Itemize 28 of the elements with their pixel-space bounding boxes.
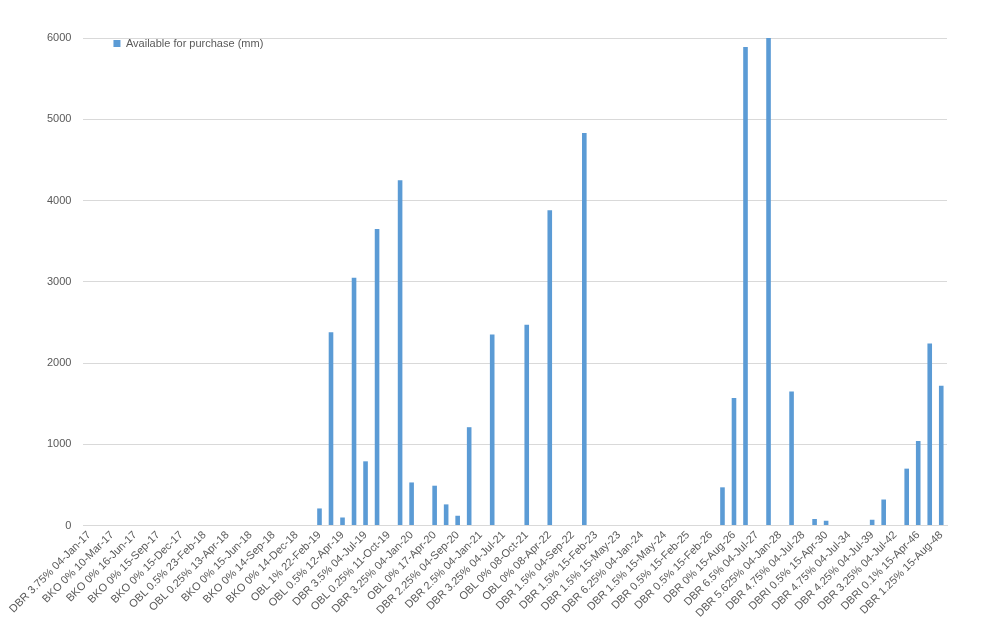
bar	[881, 499, 886, 526]
bar	[789, 391, 794, 526]
bar	[317, 508, 322, 526]
y-tick-label: 1000	[46, 437, 72, 450]
bar	[927, 343, 933, 526]
y-tick-label: 0	[65, 518, 72, 531]
bar	[547, 210, 553, 526]
bar	[524, 324, 530, 526]
bar	[812, 519, 817, 526]
bar	[409, 482, 414, 526]
bar	[766, 38, 771, 526]
y-tick-label: 4000	[46, 193, 72, 206]
bar	[363, 461, 368, 526]
bar	[904, 468, 909, 526]
bar	[489, 334, 495, 526]
bar	[340, 517, 345, 526]
bar	[720, 487, 725, 526]
bar	[938, 385, 944, 526]
bar	[582, 133, 587, 526]
bar	[743, 46, 748, 526]
bar	[915, 441, 921, 526]
y-tick-label: 5000	[46, 112, 72, 125]
bar	[455, 515, 460, 526]
bar	[432, 485, 437, 526]
y-tick-label: 2000	[46, 356, 72, 369]
y-tick-label: 6000	[46, 31, 72, 44]
legend-label: Available for purchase (mm)	[125, 36, 264, 49]
y-tick-label: 3000	[46, 274, 72, 287]
